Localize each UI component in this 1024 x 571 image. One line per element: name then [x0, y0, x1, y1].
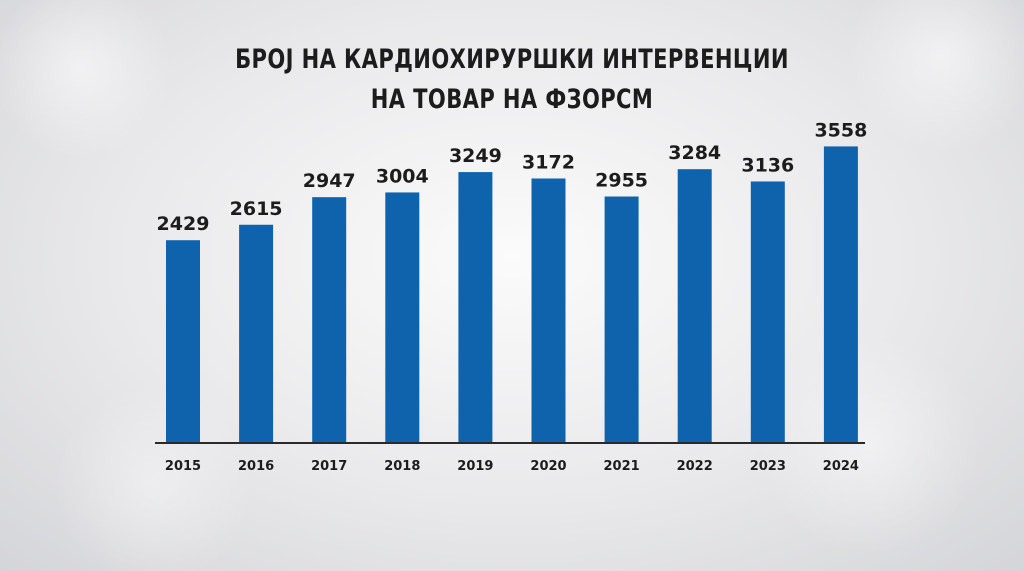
value-label-2021: 2955 [595, 170, 648, 192]
bars-group [166, 146, 858, 443]
x-tick-label-2015: 2015 [165, 459, 201, 474]
bar-2016 [239, 224, 274, 442]
value-label-2015: 2429 [157, 213, 210, 235]
bar-2024 [823, 146, 858, 443]
bar-2018 [385, 192, 420, 442]
value-label-2018: 3004 [376, 165, 429, 187]
x-tick-label-2017: 2017 [311, 459, 347, 474]
x-tick-label-2023: 2023 [750, 459, 786, 474]
x-tick-label-2021: 2021 [604, 459, 640, 474]
x-tick-label-2019: 2019 [457, 459, 493, 474]
value-label-2019: 3249 [449, 145, 502, 167]
bar-2019 [458, 172, 493, 443]
bar-2020 [531, 178, 566, 443]
x-tick-labels-group: 2015 2016 2017 2018 2019 2020 2021 2022 2023 2024 [165, 459, 859, 474]
value-label-2023: 3136 [741, 154, 794, 176]
x-tick-label-2018: 2018 [384, 459, 420, 474]
chart-title-line-2: НА ТОВАР НА ФЗОРСМ [370, 84, 654, 115]
x-tick-label-2020: 2020 [530, 459, 566, 474]
value-label-2024: 3558 [814, 119, 867, 141]
chart-title: БРОЈ НА КАРДИОХИРУРШКИ ИНТЕРВЕНЦИИ НА ТО… [113, 40, 912, 120]
bar-2023 [750, 181, 785, 442]
bar-2021 [604, 196, 639, 442]
bar-2017 [312, 197, 347, 442]
value-label-2017: 2947 [303, 170, 356, 192]
value-labels-group: 2429 2615 2947 3004 3249 3172 2955 3284 3136 3558 [157, 119, 868, 235]
bar-2015 [166, 240, 200, 442]
chart-title-line-1: БРОЈ НА КАРДИОХИРУРШКИ ИНТЕРВЕНЦИИ [235, 44, 789, 75]
x-tick-label-2016: 2016 [238, 459, 274, 474]
value-label-2020: 3172 [522, 151, 575, 173]
value-label-2016: 2615 [230, 198, 283, 220]
bar-2022 [677, 169, 712, 442]
x-tick-label-2024: 2024 [823, 459, 859, 474]
x-tick-label-2022: 2022 [677, 459, 713, 474]
value-label-2022: 3284 [668, 142, 721, 164]
